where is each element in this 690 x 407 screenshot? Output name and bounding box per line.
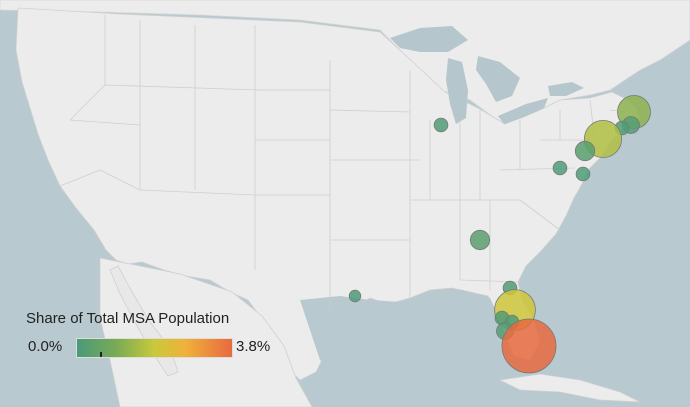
marker-miami[interactable] — [501, 318, 557, 374]
legend-min-label: 0.0% — [28, 338, 63, 355]
legend: Share of Total MSA Population 0.0% 3.8% — [24, 310, 294, 360]
lake-ontario — [548, 82, 584, 96]
marker-houston[interactable] — [348, 289, 362, 303]
legend-tick-mark — [100, 352, 102, 357]
marker-philadelphia[interactable] — [574, 140, 596, 162]
marker-atlanta[interactable] — [469, 229, 491, 251]
legend-title: Share of Total MSA Population — [26, 310, 230, 327]
marker-baltimore[interactable] — [552, 160, 568, 176]
lake-michigan — [446, 58, 468, 124]
cuba-land — [498, 373, 641, 403]
gulf-of-mexico — [300, 290, 510, 398]
lake-huron — [476, 56, 520, 102]
marker-chicago[interactable] — [433, 117, 449, 133]
legend-max-label: 3.8% — [236, 338, 271, 355]
legend-color-scale — [76, 338, 233, 358]
markers — [348, 95, 651, 374]
marker-washington[interactable] — [575, 166, 591, 182]
lake-superior — [390, 26, 468, 52]
state-borders — [59, 15, 631, 310]
lake-erie — [498, 98, 548, 124]
